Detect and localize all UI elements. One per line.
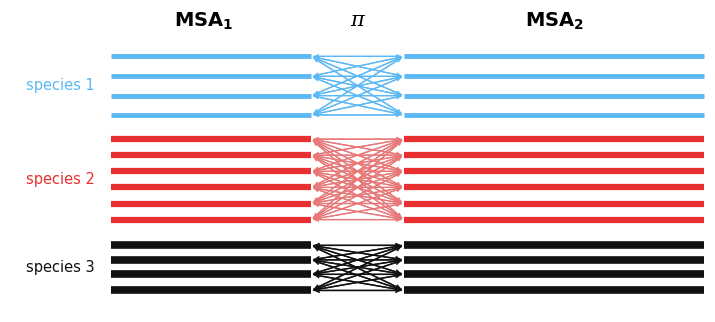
Text: species 2: species 2 [26, 172, 95, 187]
Text: $\mathbf{MSA_2}$: $\mathbf{MSA_2}$ [525, 10, 583, 32]
Text: π: π [350, 11, 365, 31]
Text: species 1: species 1 [26, 78, 95, 93]
Text: $\mathbf{MSA_1}$: $\mathbf{MSA_1}$ [174, 10, 234, 32]
Text: species 3: species 3 [26, 260, 95, 275]
